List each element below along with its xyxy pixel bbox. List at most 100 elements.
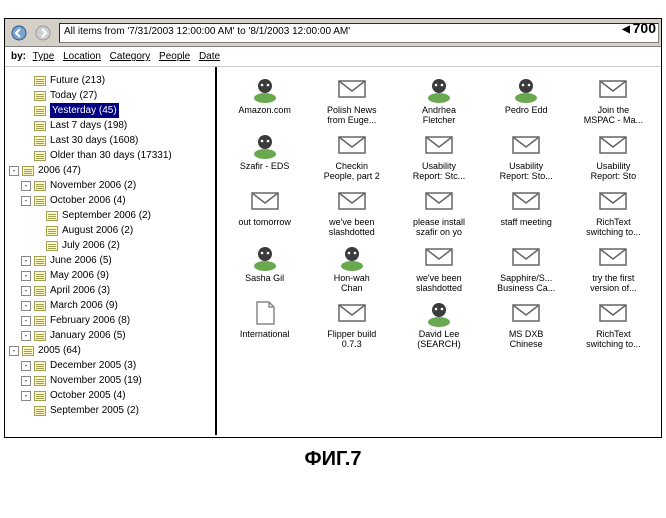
tree-node[interactable]: August 2006 (2) bbox=[33, 223, 211, 238]
list-item[interactable]: David Lee (SEARCH) bbox=[397, 299, 480, 349]
filter-location[interactable]: Location bbox=[63, 51, 101, 62]
item-caption: RichText switching to... bbox=[583, 217, 643, 237]
calendar-icon bbox=[34, 106, 46, 116]
list-item[interactable]: Amazon.com bbox=[223, 75, 306, 125]
tree-label: Older than 30 days (17331) bbox=[50, 148, 172, 163]
list-item[interactable]: out tomorrow bbox=[223, 187, 306, 237]
list-item[interactable]: Flipper build 0.7.3 bbox=[310, 299, 393, 349]
list-item[interactable]: Usability Report: Sto bbox=[572, 131, 655, 181]
list-item[interactable]: Andrhea Fletcher bbox=[397, 75, 480, 125]
tree-toggle[interactable]: - bbox=[21, 361, 31, 371]
tree-node[interactable]: September 2006 (2) bbox=[33, 208, 211, 223]
tree-node[interactable]: -April 2006 (3) bbox=[21, 283, 211, 298]
mail-icon bbox=[335, 187, 369, 215]
tree-node[interactable]: - October 2006 (4) bbox=[21, 193, 211, 208]
tree-node[interactable]: Older than 30 days (17331) bbox=[21, 148, 211, 163]
tree-toggle[interactable]: - bbox=[21, 256, 31, 266]
list-item[interactable]: try the first version of... bbox=[572, 243, 655, 293]
list-item[interactable]: MS DXB Chinese bbox=[485, 299, 568, 349]
calendar-icon bbox=[34, 196, 46, 206]
filter-category[interactable]: Category bbox=[110, 51, 151, 62]
item-caption: Amazon.com bbox=[238, 105, 291, 115]
tree-toggle[interactable]: - bbox=[21, 316, 31, 326]
item-caption: International bbox=[240, 329, 290, 339]
list-item[interactable]: RichText switching to... bbox=[572, 187, 655, 237]
list-item[interactable]: staff meeting bbox=[485, 187, 568, 237]
tree-label: October 2006 (4) bbox=[50, 193, 126, 208]
tree-node[interactable]: Today (27) bbox=[21, 88, 211, 103]
forward-button[interactable] bbox=[32, 22, 54, 44]
tree-node[interactable]: - October 2005 (4) bbox=[21, 388, 211, 403]
person-icon bbox=[248, 131, 282, 159]
mail-icon bbox=[335, 75, 369, 103]
tree-label: March 2006 (9) bbox=[50, 298, 118, 313]
list-item[interactable]: Sapphire/S... Business Ca... bbox=[485, 243, 568, 293]
tree-toggle[interactable]: - bbox=[21, 271, 31, 281]
calendar-icon bbox=[34, 331, 46, 341]
tree-node[interactable]: -June 2006 (5) bbox=[21, 253, 211, 268]
tree-view[interactable]: Future (213)Today (27)Yesterday (45)Last… bbox=[5, 67, 215, 435]
list-item[interactable]: Usability Report: Stc... bbox=[397, 131, 480, 181]
list-item[interactable]: Polish News from Euge... bbox=[310, 75, 393, 125]
tree-toggle[interactable]: - bbox=[21, 391, 31, 401]
mail-icon bbox=[596, 131, 630, 159]
calendar-icon bbox=[34, 256, 46, 266]
list-item[interactable]: Hon-wah Chan bbox=[310, 243, 393, 293]
tree-node[interactable]: - May 2006 (9) bbox=[21, 268, 211, 283]
tree-node[interactable]: - December 2005 (3) bbox=[21, 358, 211, 373]
tree-label: September 2006 (2) bbox=[62, 208, 151, 223]
item-caption: out tomorrow bbox=[238, 217, 291, 227]
calendar-icon bbox=[22, 166, 34, 176]
tree-label: December 2005 (3) bbox=[50, 358, 136, 373]
icon-grid[interactable]: Amazon.com Polish News from Euge...Andrhe… bbox=[215, 67, 661, 435]
address-bar[interactable]: All items from '7/31/2003 12:00:00 AM' t… bbox=[59, 23, 659, 43]
tree-toggle[interactable]: - bbox=[21, 196, 31, 206]
tree-toggle[interactable]: - bbox=[9, 346, 19, 356]
item-caption: we've been slashdotted bbox=[409, 273, 469, 293]
filter-people[interactable]: People bbox=[159, 51, 190, 62]
mail-icon bbox=[248, 187, 282, 215]
tree-node[interactable]: -2005 (64) bbox=[9, 343, 211, 358]
tree-toggle[interactable]: - bbox=[21, 286, 31, 296]
tree-node[interactable]: September 2005 (2) bbox=[21, 403, 211, 418]
list-item[interactable]: please install szafir on yo bbox=[397, 187, 480, 237]
list-item[interactable]: Checkin People, part 2 bbox=[310, 131, 393, 181]
list-item[interactable]: Szafir - EDS bbox=[223, 131, 306, 181]
tree-node[interactable]: Yesterday (45) bbox=[21, 103, 211, 118]
tree-node[interactable]: -2006 (47) bbox=[9, 163, 211, 178]
item-caption: Sapphire/S... Business Ca... bbox=[496, 273, 556, 293]
tree-node[interactable]: Future (213) bbox=[21, 73, 211, 88]
tree-node[interactable]: July 2006 (2) bbox=[33, 238, 211, 253]
tree-node[interactable]: Last 7 days (198) bbox=[21, 118, 211, 133]
calendar-icon bbox=[34, 286, 46, 296]
tree-node[interactable]: - November 2005 (19) bbox=[21, 373, 211, 388]
tree-node[interactable]: -November 2006 (2) bbox=[21, 178, 211, 193]
mail-icon bbox=[335, 299, 369, 327]
list-item[interactable]: we've been slashdotted bbox=[397, 243, 480, 293]
tree-label: November 2005 (19) bbox=[50, 373, 142, 388]
tree-node[interactable]: -February 2006 (8) bbox=[21, 313, 211, 328]
tree-toggle[interactable]: - bbox=[9, 166, 19, 176]
tree-toggle[interactable]: - bbox=[21, 331, 31, 341]
list-item[interactable]: International bbox=[223, 299, 306, 349]
filter-date[interactable]: Date bbox=[199, 51, 220, 62]
tree-toggle[interactable]: - bbox=[21, 301, 31, 311]
list-item[interactable]: Sasha Gil bbox=[223, 243, 306, 293]
tree-label: May 2006 (9) bbox=[50, 268, 109, 283]
calendar-icon bbox=[34, 406, 46, 416]
list-item[interactable]: RichText switching to... bbox=[572, 299, 655, 349]
tree-node[interactable]: - March 2006 (9) bbox=[21, 298, 211, 313]
list-item[interactable]: Usability Report: Sto... bbox=[485, 131, 568, 181]
item-caption: please install szafir on yo bbox=[409, 217, 469, 237]
tree-node[interactable]: -January 2006 (5) bbox=[21, 328, 211, 343]
tree-toggle[interactable]: - bbox=[21, 376, 31, 386]
calendar-icon bbox=[34, 121, 46, 131]
tree-node[interactable]: Last 30 days (1608) bbox=[21, 133, 211, 148]
back-button[interactable] bbox=[8, 22, 30, 44]
list-item[interactable]: Pedro Edd bbox=[485, 75, 568, 125]
list-item[interactable]: we've been slashdotted bbox=[310, 187, 393, 237]
tree-toggle[interactable]: - bbox=[21, 181, 31, 191]
tree-label: October 2005 (4) bbox=[50, 388, 126, 403]
list-item[interactable]: Join the MSPAC - Ma... bbox=[572, 75, 655, 125]
filter-type[interactable]: Type bbox=[33, 51, 55, 62]
